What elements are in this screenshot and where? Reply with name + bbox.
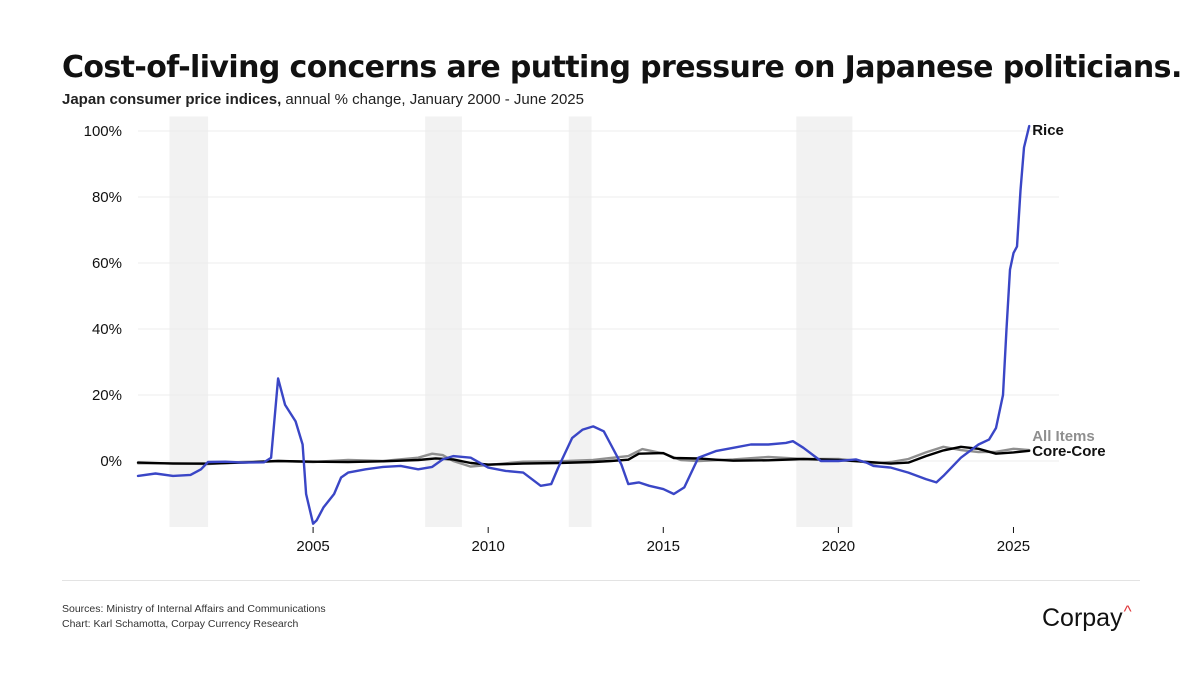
subtitle-bold: Japan consumer price indices, <box>62 91 282 108</box>
y-tick-label: 60% <box>92 255 122 272</box>
shaded-period-1 <box>169 116 209 528</box>
x-tick-label: 2025 <box>997 538 1030 555</box>
y-tick-label: 100% <box>84 123 122 140</box>
y-tick-label: 80% <box>92 189 122 206</box>
series-line-rice <box>136 124 1031 525</box>
series-label-core-core: Core-Core <box>1032 443 1105 460</box>
subtitle-rest: annual % change, January 2000 - June 202… <box>281 91 584 108</box>
footer-divider <box>62 580 1140 581</box>
y-tick-label: 20% <box>92 387 122 404</box>
shaded-periods <box>169 116 853 528</box>
series-label-all-items: All Items <box>1032 428 1095 445</box>
shaded-period-4 <box>796 116 853 528</box>
x-axis-ticks: 2005 2010 2015 2020 2025 <box>296 527 1030 555</box>
x-tick-label: 2020 <box>822 538 855 555</box>
shaded-period-3 <box>568 116 592 528</box>
chart-subtitle: Japan consumer price indices, annual % c… <box>62 91 584 108</box>
series-lines <box>136 124 1031 525</box>
series-line-core-core <box>136 445 1031 466</box>
y-axis-ticks: 0% 20% 40% 60% 80% 100% <box>84 123 122 470</box>
x-tick-label: 2015 <box>647 538 680 555</box>
chart-credit: Chart: Karl Schamotta, Corpay Currency R… <box>62 618 299 630</box>
y-tick-label: 40% <box>92 321 122 338</box>
x-tick-label: 2010 <box>472 538 505 555</box>
chart-title: Cost-of-living concerns are putting pres… <box>62 50 1182 85</box>
sources-text: Sources: Ministry of Internal Affairs an… <box>62 603 326 615</box>
corpay-logo: Corpay^ <box>1042 602 1132 633</box>
x-tick-label: 2005 <box>296 538 329 555</box>
series-line-all-items <box>136 445 1031 468</box>
y-tick-label: 0% <box>100 453 122 470</box>
shaded-period-2 <box>425 116 462 528</box>
brand-caret-icon: ^ <box>1123 602 1132 621</box>
footer-sources: Sources: Ministry of Internal Affairs an… <box>62 602 326 632</box>
series-label-rice: Rice <box>1032 122 1064 139</box>
brand-name: Corpay <box>1042 604 1123 632</box>
